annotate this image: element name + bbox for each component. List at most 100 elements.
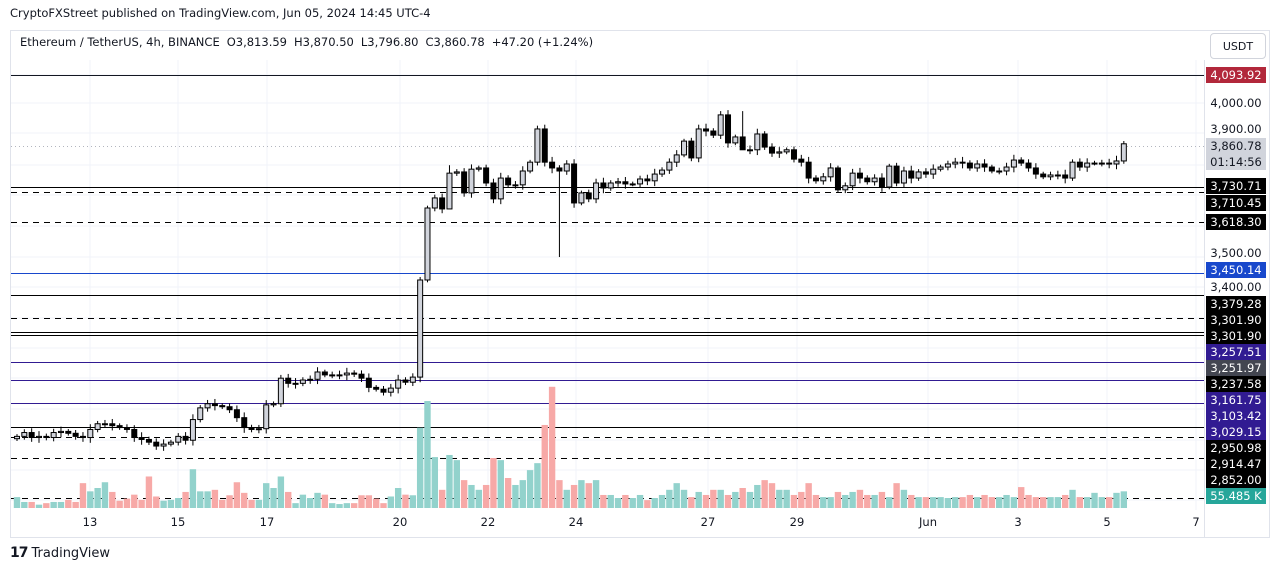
symbol-name[interactable]: Ethereum / TetherUS, 4h, BINANCE (20, 35, 220, 49)
candle-up (1047, 174, 1054, 178)
candle-down (585, 192, 592, 200)
candle-up (681, 140, 688, 156)
candle-up (717, 114, 724, 136)
candle-up (607, 182, 614, 189)
candle-up (776, 151, 783, 154)
candle-up (512, 184, 519, 187)
volume-bar (930, 497, 937, 508)
level-price-label: 2,914.47 (1206, 456, 1266, 472)
candle-up (915, 171, 922, 179)
candle-down (373, 386, 380, 390)
candle-down (182, 435, 189, 441)
volume-bar (182, 491, 189, 508)
volume-bar (680, 489, 688, 508)
horizontal-levels (11, 75, 1204, 499)
volume-bar (526, 470, 534, 508)
volume-bar (438, 489, 446, 508)
volume-bar (834, 491, 842, 508)
candle-up (974, 163, 981, 169)
candle-up (1113, 160, 1120, 165)
volume-bar (285, 491, 292, 508)
candle-up (842, 185, 849, 191)
volume-bar (402, 494, 409, 508)
candle-down (116, 425, 123, 429)
candle-up (673, 154, 680, 163)
candle-up (519, 170, 526, 186)
candle-up (754, 133, 761, 151)
volume-bar (849, 491, 856, 508)
time-label: 5 (1103, 515, 1111, 529)
candle-up (563, 163, 570, 172)
volume-bar (72, 501, 79, 508)
candle-up (886, 165, 893, 188)
candle-up (1003, 166, 1010, 172)
candle-up (409, 376, 416, 383)
volume-bar (952, 497, 959, 508)
candle-up (1069, 161, 1076, 179)
volume-bar (109, 491, 116, 508)
candle-down (402, 379, 409, 383)
candle-up (50, 432, 57, 439)
volume-bar (732, 491, 739, 508)
volume-bar (138, 499, 145, 508)
candle-up (900, 170, 907, 184)
candle-down (351, 372, 358, 375)
volume-bar (416, 427, 424, 508)
candle-up (292, 382, 299, 385)
level-price-label: 3,257.51 (1206, 344, 1266, 360)
candle-up (930, 168, 937, 175)
candle-down (439, 197, 446, 210)
volume-bar (776, 489, 783, 508)
volume-bar (827, 497, 834, 508)
candle-down (1040, 173, 1047, 178)
level-price-label: 3,618.30 (1206, 214, 1266, 230)
candle-up (299, 379, 306, 384)
volume-bar (270, 488, 277, 508)
volume-bar (966, 494, 974, 508)
time-label: 22 (480, 515, 496, 529)
candle-down (123, 427, 130, 430)
volume-bar (343, 503, 351, 508)
candle-up (343, 372, 350, 376)
price-tick: 3,500.00 (1210, 246, 1262, 260)
volume-bar (768, 483, 776, 508)
candle-down (219, 405, 226, 408)
volume-bar (197, 491, 204, 508)
candle-up (277, 377, 284, 405)
candle-up (21, 432, 28, 437)
candle-down (805, 161, 812, 179)
volume-bar (702, 494, 710, 508)
volume-bar (504, 478, 512, 508)
volume-bar (65, 499, 72, 508)
level-price-label: 3,251.97 (1206, 360, 1266, 376)
candle-down (65, 430, 72, 434)
candle-down (710, 130, 717, 136)
candle-down (541, 128, 548, 163)
currency-button[interactable]: USDT (1210, 33, 1266, 59)
candle-down (79, 435, 86, 439)
volume-bar (739, 488, 746, 508)
candle-down (461, 171, 468, 194)
tradingview-wordmark: TradingView (31, 545, 111, 561)
volume-bar (1018, 487, 1025, 508)
volume-bar (548, 386, 556, 508)
level-price-label: 3,730.71 (1206, 178, 1266, 194)
volume-bar (189, 469, 197, 508)
volume-bar (556, 480, 563, 508)
time-label: 29 (789, 515, 805, 529)
volume-bar (1083, 497, 1091, 508)
candle-up (175, 435, 182, 443)
volume-bar (1025, 494, 1032, 508)
volume-bar (746, 491, 754, 508)
candle-down (1106, 162, 1113, 165)
candle-up (1091, 162, 1098, 165)
volume-bar (211, 489, 219, 508)
tradingview-logo[interactable]: 17 TradingView (10, 545, 110, 561)
candle-up (87, 428, 94, 439)
volume-bar (710, 489, 717, 508)
volume-bar (1098, 497, 1106, 508)
candle-up (849, 172, 856, 187)
candle-down (768, 146, 775, 154)
candle-up (1084, 162, 1091, 168)
